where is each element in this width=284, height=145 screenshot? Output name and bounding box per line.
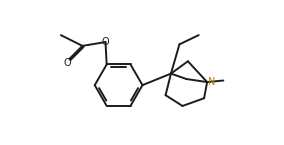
Text: O: O (102, 37, 109, 47)
Text: N: N (208, 77, 215, 87)
Text: O: O (63, 58, 71, 68)
